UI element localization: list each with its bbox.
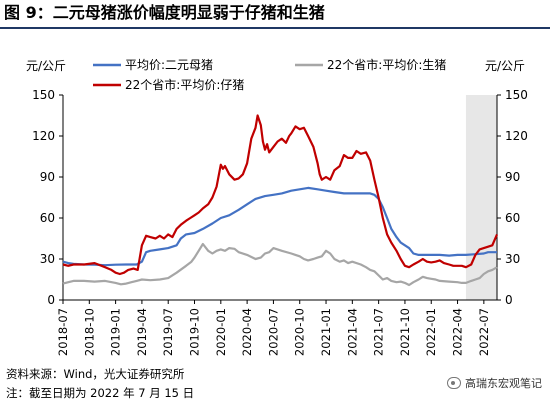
left-y-tick-label: 150 [32,88,55,102]
x-tick-label: 2021-01 [319,308,333,356]
x-tick-label: 2020-04 [240,308,254,356]
shaded-region [465,95,497,300]
right-y-tick-label: 60 [505,211,520,225]
x-tick-label: 2018-10 [82,308,96,356]
series-line-piglet [62,114,499,276]
right-y-tick-label: 90 [505,170,520,184]
x-tick-label: 2022-07 [477,308,491,356]
x-tick-label: 2018-07 [56,308,70,356]
x-tick-label: 2022-04 [451,308,465,356]
right-y-axis-label: 元/公斤 [485,59,525,73]
series-line-sow [62,186,497,267]
left-y-axis-label: 元/公斤 [26,59,66,73]
x-tick-label: 2021-10 [398,308,412,356]
legend-sow-label: 平均价:二元母猪 [125,58,213,72]
x-tick-label: 2019-07 [161,308,175,356]
x-tick-label: 2020-01 [214,308,228,356]
right-y-tick-label: 30 [505,252,520,266]
title-underline [0,27,550,29]
left-y-tick-label: 0 [47,293,55,307]
figure-title: 图 9：二元母猪涨价幅度明显弱于仔猪和生猪 [0,0,550,26]
x-tick-label: 2021-04 [345,308,359,356]
legend-piglet-label: 22个省市:平均价:仔猪 [125,77,244,92]
right-y-tick-label: 150 [505,88,528,102]
watermark: 高瑞东宏观笔记 [447,375,542,391]
wechat-icon [447,377,461,389]
x-tick-label: 2019-04 [135,308,149,356]
date-note: 注：截至日期为 2022 年 7 月 15 日 [6,386,195,400]
left-y-tick-label: 90 [40,170,55,184]
source-note: 资料来源：Wind，光大证券研究所 [6,367,185,381]
series-line-hog [62,242,498,287]
right-y-tick-label: 120 [505,129,528,143]
x-tick-label: 2019-01 [109,308,123,356]
watermark-text: 高瑞东宏观笔记 [465,377,542,390]
legend-hog-label: 22个省市:平均价:生猪 [327,57,446,72]
x-tick-label: 2022-01 [424,308,438,356]
right-y-tick-label: 0 [505,293,513,307]
left-y-tick-label: 30 [40,252,55,266]
line-chart: 0 0 30 30 60 60 90 90 120 120 150 150 元/公斤 元/公斤 2018-0… [26,57,528,356]
left-y-tick-label: 120 [32,129,55,143]
x-tick-label: 2021-07 [372,308,386,356]
x-tick-label: 2020-10 [293,308,307,356]
x-tick-label: 2019-10 [188,308,202,356]
left-y-tick-label: 60 [40,211,55,225]
x-tick-label: 2020-07 [266,308,280,356]
